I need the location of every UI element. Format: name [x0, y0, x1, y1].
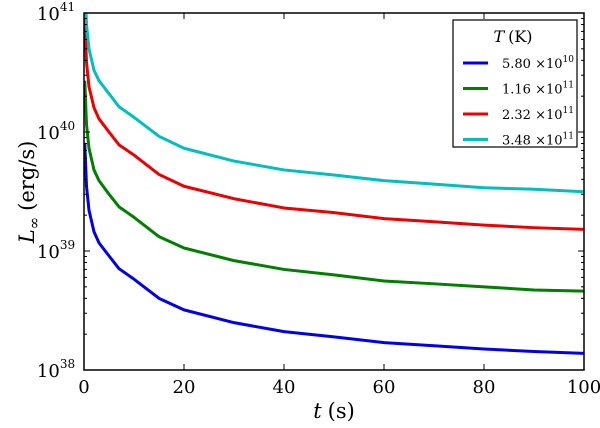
- legend-box: [452, 19, 578, 148]
- legend-title: T (K): [493, 27, 532, 46]
- plot-frame: [83, 12, 585, 371]
- legend-label-0: 5.80 ×1010: [502, 55, 574, 72]
- legend: T (K) 5.80 ×1010 1.16 ×1011 2.32 ×1011 3.48 …: [452, 19, 578, 149]
- x-tick-label: 100: [567, 377, 600, 398]
- x-tick-label: 40: [273, 377, 296, 398]
- legend-label-1: 1.16 ×1011: [502, 81, 574, 98]
- legend-label-2: 2.32 ×1011: [502, 106, 574, 123]
- series-line-3: [84, 13, 584, 194]
- y-tick-label: 1041: [37, 0, 75, 25]
- y-tick-label: 1040: [37, 119, 75, 144]
- series-line-0: [84, 142, 584, 355]
- x-axis-label: t (s): [313, 399, 355, 423]
- legend-label-3: 3.48 ×1011: [502, 132, 574, 149]
- y-axis-label: L∞(erg/s): [15, 141, 43, 245]
- curves: [84, 13, 584, 355]
- y-tick-label: 1038: [37, 357, 75, 382]
- y-tick-label: 1039: [37, 238, 75, 263]
- x-tick-label: 60: [373, 377, 396, 398]
- tick-labels: 0 20 40 60 80 100 1038 1039 1040 1041: [37, 0, 600, 398]
- series-line-2: [84, 18, 584, 231]
- x-tick-label: 0: [78, 377, 89, 398]
- x-tick-label: 80: [473, 377, 496, 398]
- x-tick-label: 20: [173, 377, 196, 398]
- series-line-1: [84, 80, 584, 293]
